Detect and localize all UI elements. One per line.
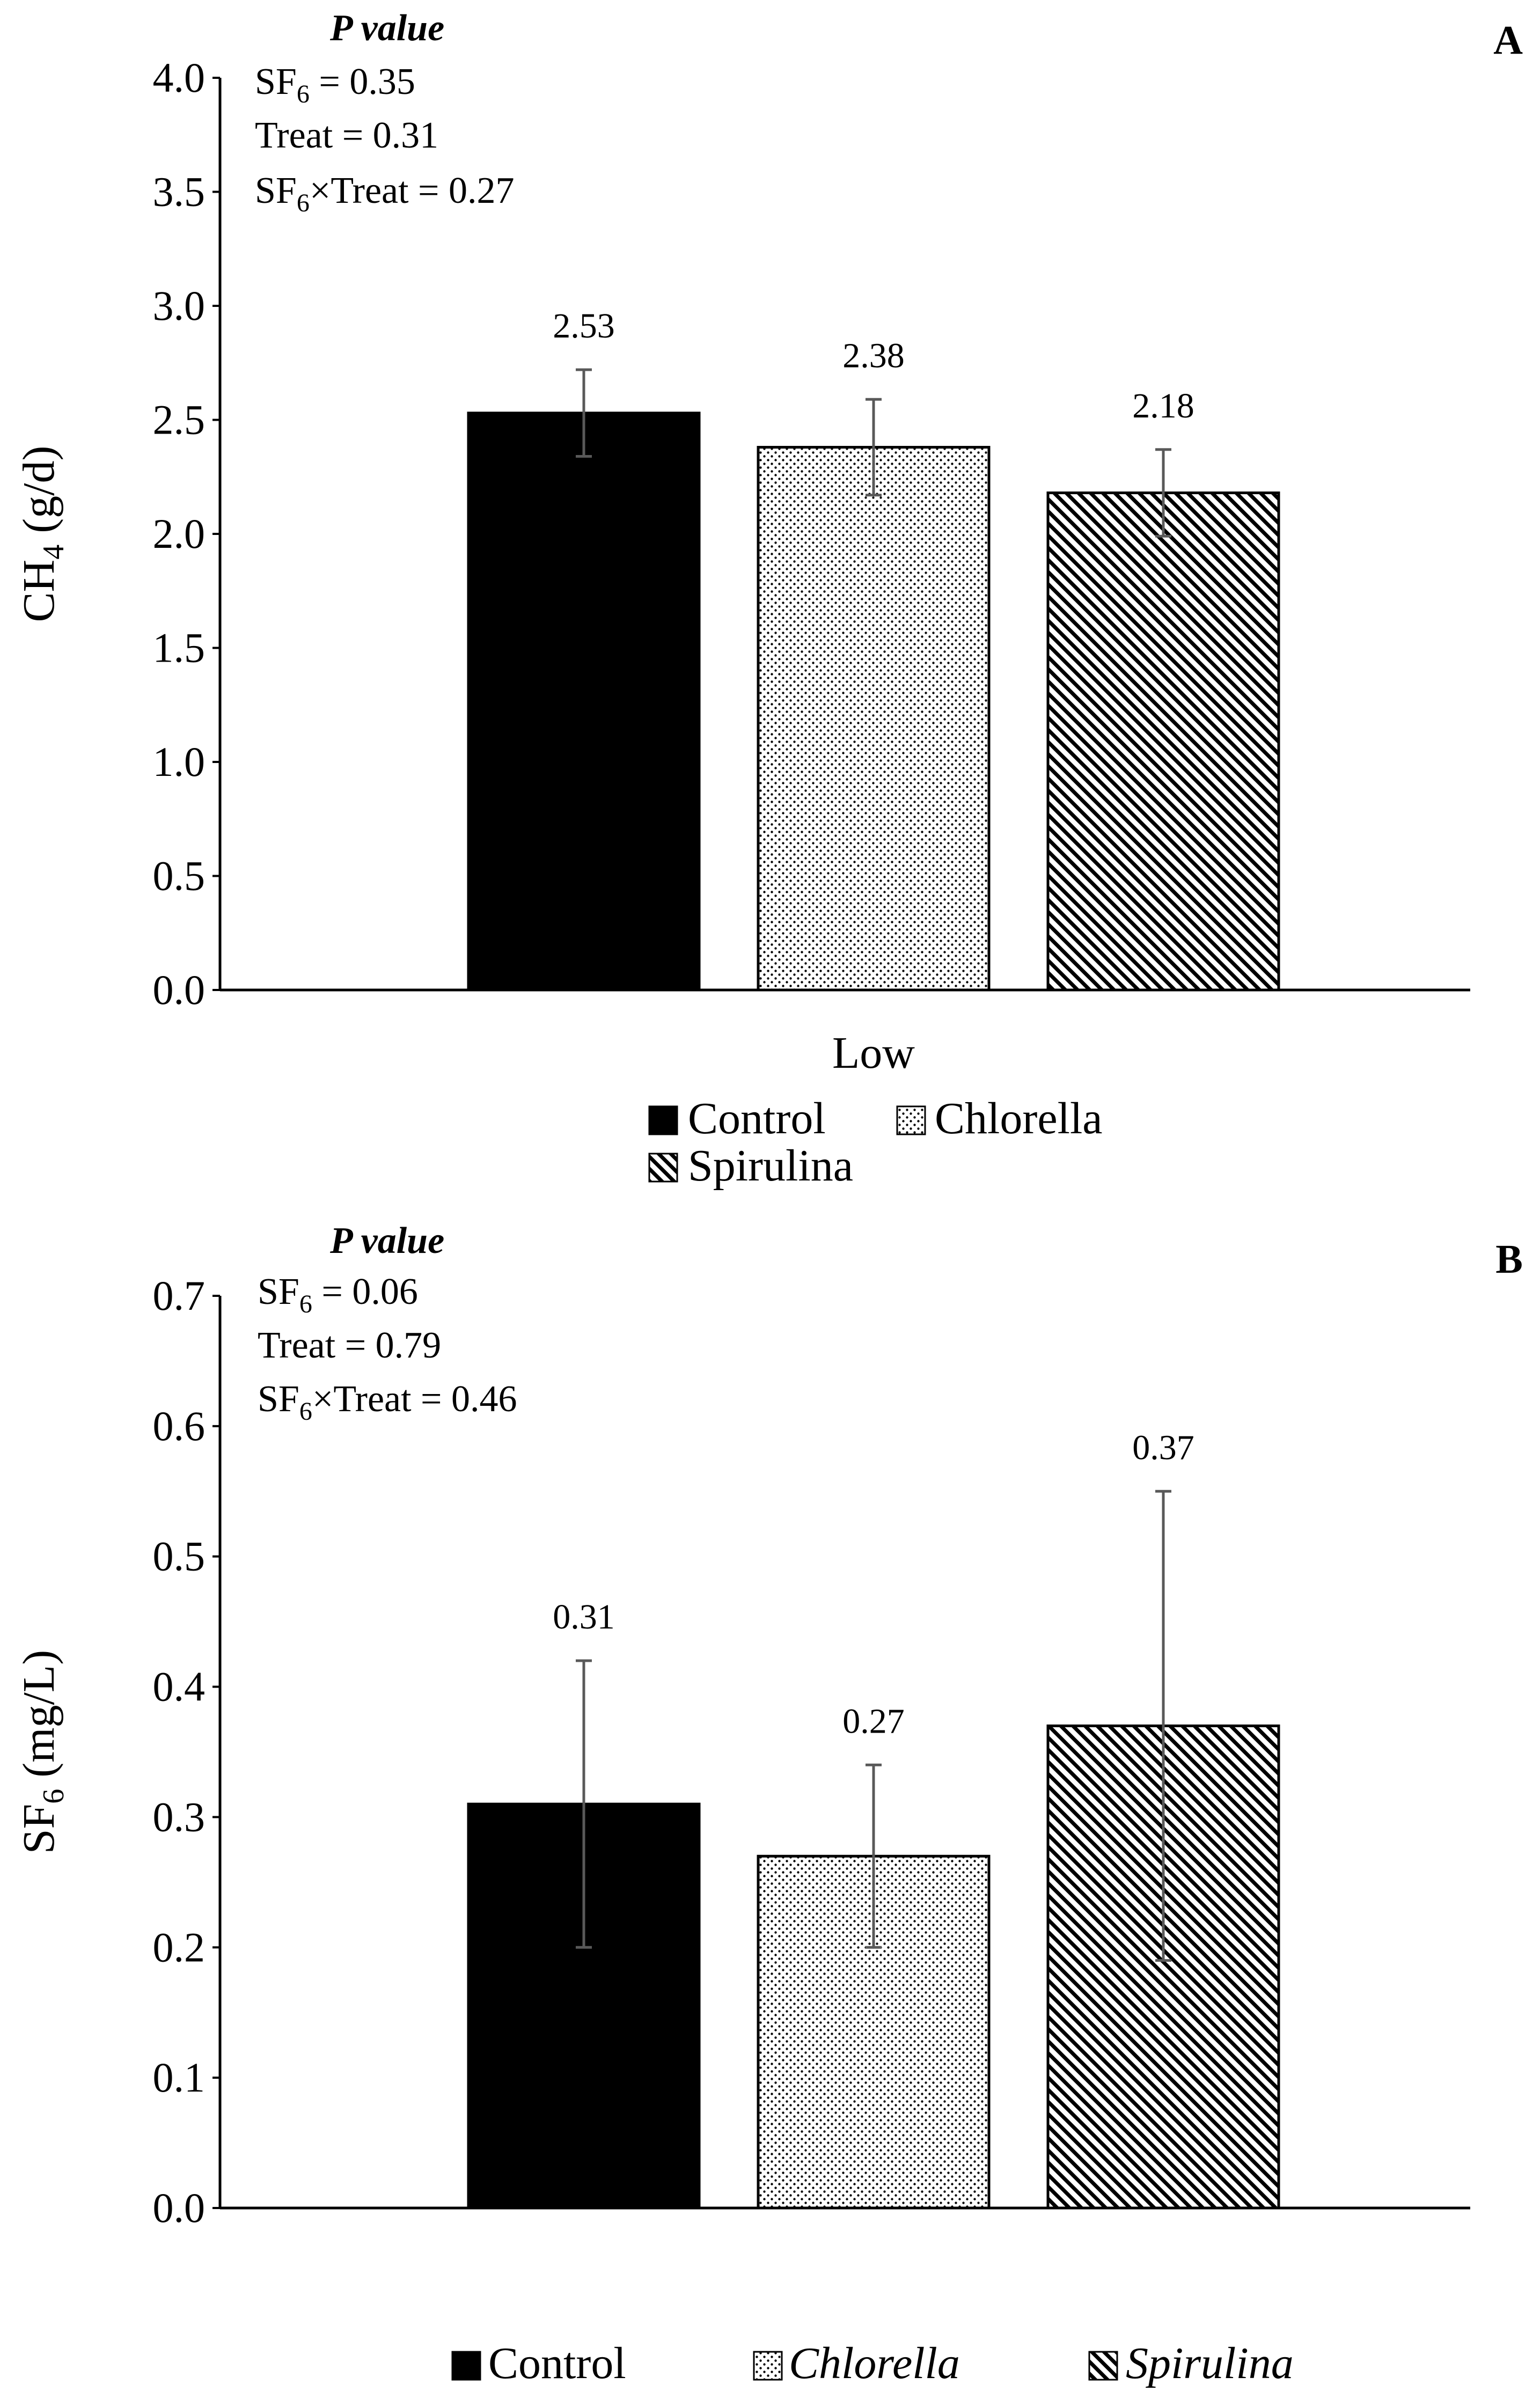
- y-tick-label-a-1: 0.5: [153, 853, 206, 899]
- p-value-title-a: P value: [329, 8, 444, 49]
- legend-item-spirulina-a: Spirulina: [648, 1141, 853, 1191]
- legend-b: Control Chlorella Spirulina: [451, 2338, 1294, 2388]
- y-tick-label-b-2: 0.2: [153, 1924, 206, 1970]
- p-value-box-a: P value SF6 = 0.35 Treat = 0.31 SF6×Trea…: [255, 8, 515, 217]
- y-tick-label-b-7: 0.7: [153, 1272, 206, 1319]
- bars-b: 0.31 0.27 0.37: [467, 1428, 1280, 2210]
- legend-item-chlorella-a: Chlorella: [896, 1094, 1103, 1143]
- y-tick-label-a-0: 0.0: [153, 966, 206, 1013]
- y-tick-label-b-5: 0.5: [153, 1533, 206, 1580]
- legend-item-chlorella-b: Chlorella: [753, 2338, 960, 2388]
- y-tick-label-b-4: 0.4: [153, 1663, 206, 1710]
- data-label-control-b: 0.31: [553, 1597, 615, 1637]
- x-axis-label-a: Low: [832, 1028, 915, 1078]
- y-tick-label-b-1: 0.1: [153, 2054, 206, 2101]
- y-tick-label-a-3: 1.5: [153, 625, 206, 671]
- y-axis-label-a: CH4 (g/d): [14, 446, 70, 622]
- legend-text-chlorella-b: Chlorella: [789, 2338, 960, 2388]
- legend-text-spirulina-a: Spirulina: [688, 1141, 853, 1191]
- bar-control-a: [467, 412, 701, 992]
- legend-item-control-a: Control: [648, 1094, 826, 1143]
- panel-label-b: B: [1495, 1237, 1523, 1282]
- panel-label-a: A: [1493, 18, 1523, 63]
- y-axis-label-b: SF6 (mg/L): [14, 1650, 70, 1854]
- legend-item-spirulina-b: Spirulina: [1088, 2338, 1294, 2388]
- p-value-interaction-b: SF6×Treat = 0.46: [258, 1378, 517, 1426]
- y-tick-label-b-3: 0.3: [153, 1793, 206, 1840]
- y-tick-label-b-6: 0.6: [153, 1403, 206, 1449]
- legend-text-spirulina-b: Spirulina: [1126, 2338, 1294, 2388]
- legend-swatch-control-a: [648, 1105, 678, 1135]
- legend-swatch-control-b: [451, 2351, 481, 2381]
- p-value-box-b: P value SF6 = 0.06 Treat = 0.79 SF6×Trea…: [258, 1220, 517, 1426]
- panel-a: A P value SF6 = 0.35 Treat = 0.31 SF6×Tr…: [14, 8, 1523, 1191]
- bar-chlorella-a: [757, 446, 991, 992]
- legend-swatch-spirulina-a: [648, 1153, 678, 1183]
- legend-item-control-b: Control: [451, 2338, 626, 2388]
- bar-spirulina-a: [1046, 492, 1280, 992]
- p-value-title-b: P value: [329, 1220, 444, 1261]
- y-axis-ticks-a: 0.0 0.5 1.0 1.5 2.0 2.5 3.0 3.5 4.0: [153, 54, 220, 1013]
- legend-text-control-a: Control: [688, 1094, 826, 1143]
- y-tick-label-a-6: 3.0: [153, 282, 206, 329]
- legend-swatch-chlorella-a: [896, 1105, 926, 1135]
- y-tick-label-a-5: 2.5: [153, 397, 206, 443]
- legend-text-chlorella-a: Chlorella: [935, 1094, 1103, 1143]
- p-value-interaction-a: SF6×Treat = 0.27: [255, 170, 515, 217]
- p-value-sf6-b: SF6 = 0.06: [258, 1271, 418, 1318]
- p-value-treat-b: Treat = 0.79: [258, 1325, 441, 1366]
- data-label-spirulina-b: 0.37: [1132, 1428, 1194, 1467]
- y-axis-ticks-b: 0.0 0.1 0.2 0.3 0.4 0.5 0.6 0.7: [153, 1272, 220, 2231]
- data-label-chlorella-a: 2.38: [842, 336, 905, 375]
- legend-swatch-spirulina-b: [1088, 2351, 1118, 2381]
- y-tick-label-a-7: 3.5: [153, 168, 206, 215]
- panel-b: B P value SF6 = 0.06 Treat = 0.79 SF6×Tr…: [14, 1220, 1523, 2388]
- legend-a: Control Chlorella Spirulina: [648, 1094, 1103, 1191]
- data-label-control-a: 2.53: [553, 306, 615, 346]
- y-tick-label-a-8: 4.0: [153, 54, 206, 101]
- y-tick-label-a-2: 1.0: [153, 738, 206, 785]
- p-value-treat-a: Treat = 0.31: [255, 115, 438, 156]
- p-value-sf6-a: SF6 = 0.35: [255, 61, 415, 108]
- data-label-spirulina-a: 2.18: [1132, 386, 1194, 426]
- bars-a: 2.53 2.38 2.18: [467, 306, 1280, 992]
- y-tick-label-a-4: 2.0: [153, 510, 206, 557]
- y-tick-label-b-0: 0.0: [153, 2184, 206, 2231]
- data-label-chlorella-b: 0.27: [842, 1701, 905, 1741]
- legend-text-control-b: Control: [488, 2338, 626, 2388]
- legend-swatch-chlorella-b: [753, 2351, 783, 2381]
